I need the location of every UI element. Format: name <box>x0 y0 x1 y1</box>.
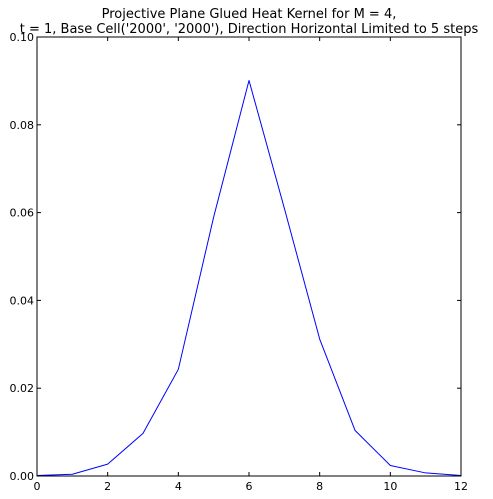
y-tick-label: 0.10 <box>10 31 35 44</box>
y-tick-label: 0.02 <box>10 382 35 395</box>
chart-title-line-1: Projective Plane Glued Heat Kernel for M… <box>102 7 397 22</box>
x-tick-label: 4 <box>175 480 182 493</box>
y-tick-label: 0.08 <box>10 119 35 132</box>
x-tick-label: 6 <box>246 480 253 493</box>
y-tick-label: 0.04 <box>10 294 35 307</box>
plot-frame <box>36 36 462 477</box>
series-line <box>36 79 462 477</box>
x-tick-label: 10 <box>383 480 397 493</box>
y-tick-label: 0.00 <box>10 470 35 483</box>
x-tick-label: 12 <box>454 480 468 493</box>
x-tick-label: 8 <box>316 480 323 493</box>
x-tick-label: 0 <box>34 480 41 493</box>
y-tick-label: 0.06 <box>10 207 35 220</box>
chart-title-line-2: t = 1, Base Cell('2000', '2000'), Direct… <box>20 22 479 37</box>
x-tick-label: 2 <box>104 480 111 493</box>
plot-area: 0 2 4 6 8 10 12 0.00 0.02 0.04 0.06 0.08 0.10 <box>10 31 469 493</box>
